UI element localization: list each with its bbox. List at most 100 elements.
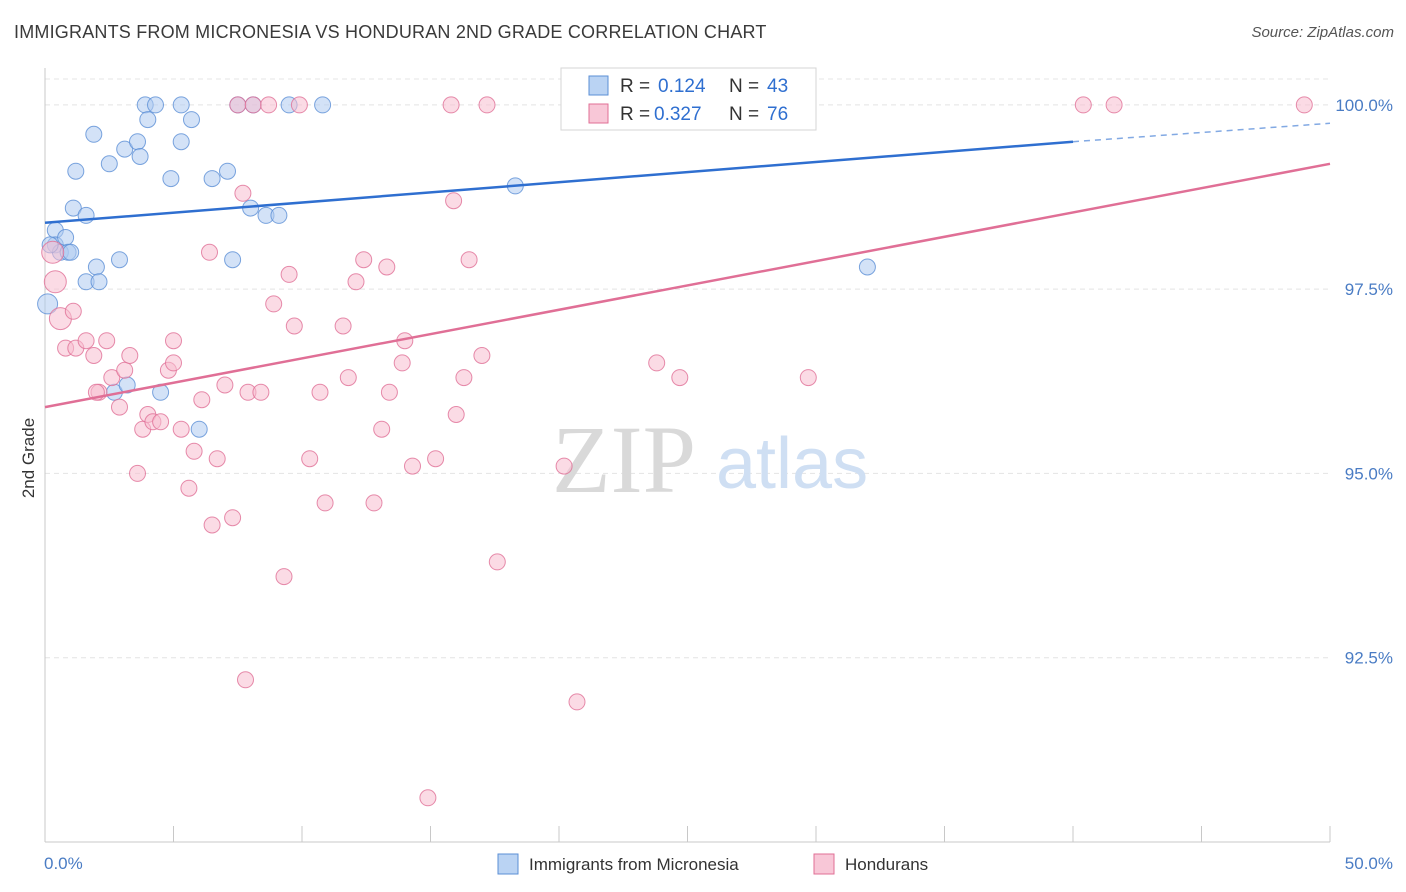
y-tick-labels: 92.5% 95.0% 97.5% 100.0%: [1335, 96, 1393, 668]
watermark: ZIP atlas: [552, 406, 868, 513]
y-axis-label: 2nd Grade: [19, 418, 38, 498]
honduran-point: [64, 302, 82, 320]
honduran-point: [1295, 96, 1313, 114]
micronesia-point: [85, 125, 103, 143]
legend-swatch-micronesia[interactable]: [497, 853, 519, 875]
honduran-point: [172, 420, 190, 438]
stats-swatch-micronesia: [588, 75, 609, 96]
stats-swatch-hondurans: [588, 103, 609, 124]
watermark-zip: ZIP: [552, 406, 696, 513]
honduran-point: [442, 96, 460, 114]
chart-title: IMMIGRANTS FROM MICRONESIA VS HONDURAN 2…: [14, 22, 767, 42]
legend-label-hondurans[interactable]: Hondurans: [845, 855, 928, 874]
honduran-point: [237, 671, 254, 689]
honduran-point: [121, 347, 139, 364]
micronesia-point: [183, 111, 200, 129]
stats-n-label: N =: [729, 104, 759, 125]
honduran-point: [285, 317, 303, 335]
honduran-trend-line: [44, 162, 1331, 409]
micronesia-point: [190, 420, 208, 438]
honduran-point: [393, 354, 411, 372]
micronesia-point: [37, 293, 59, 315]
honduran-point: [260, 96, 278, 114]
honduran-point: [334, 317, 352, 335]
honduran-point: [478, 96, 496, 114]
honduran-point: [234, 184, 252, 202]
micronesia-point: [314, 96, 332, 114]
micronesia-trend-line: [44, 140, 1074, 225]
legend-swatch-hondurans[interactable]: [813, 853, 835, 875]
honduran-point: [180, 479, 198, 497]
micronesia-point: [111, 251, 128, 269]
micronesia-point: [62, 243, 80, 261]
honduran-point: [445, 192, 463, 210]
micronesia-point: [162, 170, 180, 188]
honduran-point: [311, 383, 329, 401]
honduran-point: [799, 369, 817, 387]
honduran-point: [427, 450, 445, 468]
micronesia-point: [172, 133, 190, 151]
micronesia-point: [87, 258, 105, 276]
stats-n-value: 43: [767, 76, 788, 97]
honduran-point: [455, 369, 473, 387]
honduran-point: [116, 361, 134, 379]
honduran-point: [419, 789, 437, 807]
honduran-point: [165, 354, 182, 372]
honduran-point: [41, 240, 65, 264]
legend-label-micronesia[interactable]: Immigrants from Micronesia: [529, 855, 739, 874]
honduran-point: [224, 509, 242, 527]
x-tick-label: 50.0%: [1345, 854, 1393, 873]
honduran-point: [185, 442, 203, 460]
honduran-point: [355, 251, 373, 269]
honduran-point: [380, 383, 398, 401]
honduran-point: [339, 369, 357, 387]
stats-n-value: 76: [767, 104, 788, 125]
stats-box: R = 0.124 N = 43 R = 0.327 N = 76: [560, 67, 817, 131]
honduran-point: [373, 420, 391, 438]
data-points: [37, 96, 1313, 807]
legend: Immigrants from Micronesia Hondurans: [497, 853, 928, 875]
honduran-point: [1105, 96, 1123, 114]
honduran-point: [103, 369, 121, 387]
honduran-point: [378, 258, 396, 276]
honduran-point: [447, 406, 465, 423]
honduran-point: [111, 398, 128, 416]
honduran-point: [43, 270, 67, 294]
y-tick-label: 100.0%: [1335, 96, 1393, 115]
micronesia-point: [270, 206, 288, 224]
micronesia-point: [129, 133, 146, 151]
y-tick-label: 97.5%: [1345, 280, 1393, 299]
micronesia-point: [67, 162, 85, 180]
honduran-point: [208, 450, 226, 468]
trend-lines: [44, 122, 1331, 409]
micronesia-point: [57, 229, 75, 246]
stats-r-label: R =: [620, 104, 650, 125]
gridlines: [45, 78, 1330, 659]
micronesia-point: [100, 155, 118, 173]
honduran-point: [290, 96, 308, 114]
watermark-atlas: atlas: [716, 424, 868, 504]
micronesia-point: [224, 251, 242, 269]
honduran-point: [404, 457, 421, 475]
honduran-point: [85, 347, 103, 364]
y-tick-label: 95.0%: [1345, 464, 1393, 483]
honduran-point: [229, 96, 247, 114]
micronesia-point: [219, 162, 236, 180]
micronesia-point: [116, 140, 134, 158]
micronesia-point: [172, 96, 190, 114]
honduran-point: [568, 693, 586, 711]
micronesia-point: [858, 258, 876, 276]
stats-r-value: 0.124: [658, 76, 706, 97]
honduran-point: [203, 516, 221, 534]
x-tick-labels: 0.0% 50.0%: [44, 854, 1393, 873]
honduran-point: [555, 457, 573, 475]
honduran-point: [301, 450, 319, 468]
honduran-point: [275, 568, 293, 586]
honduran-point: [1074, 96, 1092, 114]
honduran-point: [165, 332, 182, 350]
honduran-point: [216, 376, 234, 394]
micronesia-point: [203, 170, 221, 188]
honduran-point: [473, 347, 491, 364]
honduran-point: [488, 553, 506, 571]
honduran-point: [98, 332, 116, 350]
